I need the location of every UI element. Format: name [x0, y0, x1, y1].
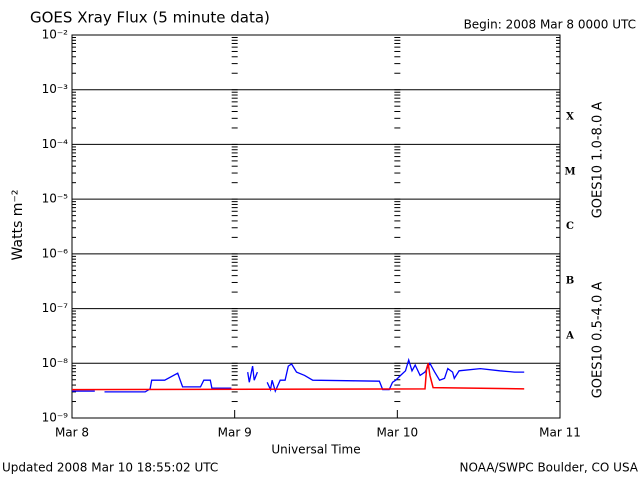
- legend-label: GOES10 0.5-4.0 A: [591, 282, 606, 399]
- chart-subtitle: Begin: 2008 Mar 8 0000 UTC: [464, 18, 636, 32]
- x-tick-label: Mar 9: [218, 426, 252, 440]
- y-tick-label: 10⁻⁷: [42, 301, 69, 315]
- chart-title: GOES Xray Flux (5 minute data): [30, 9, 270, 27]
- plot-frame: [71, 34, 561, 419]
- flare-class-label: B: [566, 276, 574, 287]
- flare-class-label: C: [566, 221, 574, 232]
- y-tick-label: 10⁻⁸: [42, 356, 69, 370]
- footer-right: NOAA/SWPC Boulder, CO USA: [460, 461, 639, 475]
- y-axis-title: Watts m⁻²: [10, 190, 26, 261]
- y-tick-label: 10⁻⁵: [42, 192, 69, 206]
- y-tick-label: 10⁻³: [42, 82, 69, 96]
- footer-left: Updated 2008 Mar 10 18:55:02 UTC: [2, 461, 218, 475]
- y-tick-label: 10⁻⁶: [42, 246, 69, 260]
- x-tick-label: Mar 8: [55, 426, 89, 440]
- y-tick-label: 10⁻⁹: [42, 411, 69, 425]
- data-line: [266, 357, 525, 393]
- flare-class-label: A: [565, 330, 574, 341]
- y-tick-label: 10⁻²: [42, 28, 69, 42]
- flare-class-label: M: [564, 166, 575, 177]
- x-tick-label: Mar 10: [376, 426, 418, 440]
- x-axis-title: Universal Time: [271, 443, 360, 457]
- data-line: [247, 365, 259, 383]
- flare-class-label: X: [566, 112, 574, 123]
- x-tick-label: Mar 11: [539, 426, 581, 440]
- y-tick-label: 10⁻⁴: [42, 137, 69, 151]
- legend-label: GOES10 1.0-8.0 A: [591, 102, 606, 219]
- data-line: [71, 363, 525, 391]
